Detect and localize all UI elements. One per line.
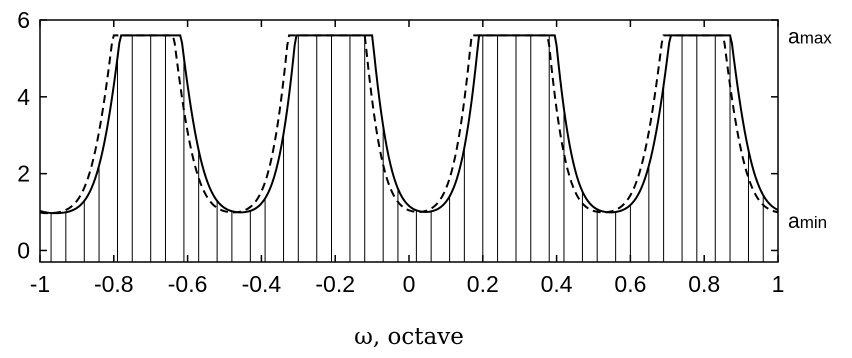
a-min-label: amin bbox=[788, 210, 827, 233]
y-tick-label: 4 bbox=[17, 84, 30, 110]
a-max-label: amax bbox=[788, 25, 832, 48]
x-tick-label: -0.8 bbox=[94, 271, 134, 297]
y-tick-label: 2 bbox=[17, 161, 30, 187]
stems bbox=[50, 35, 764, 262]
x-tick-label: 0 bbox=[403, 271, 416, 297]
x-tick-labels: -1 -0.8 -0.6 -0.4 -0.2 0 0.2 0.4 0.6 0.8… bbox=[30, 271, 785, 297]
x-axis-label: ω, octave bbox=[354, 324, 464, 350]
annotations: amax amin bbox=[788, 25, 832, 233]
dashed-curve bbox=[39, 34, 779, 215]
x-tick-label: 0.6 bbox=[614, 271, 646, 297]
y-tick-label: 6 bbox=[17, 7, 30, 33]
y-tick-label: 0 bbox=[17, 237, 30, 263]
x-tick-label: -0.6 bbox=[168, 271, 208, 297]
x-tick-label: 0.8 bbox=[688, 271, 720, 297]
y-tick-labels: 0 2 4 6 bbox=[17, 7, 30, 263]
x-tick-label: -0.4 bbox=[242, 271, 282, 297]
x-tick-label: 0.4 bbox=[541, 271, 573, 297]
x-tick-label: -1 bbox=[30, 271, 50, 297]
x-tick-label: 0.2 bbox=[467, 271, 499, 297]
x-tick-label: -0.2 bbox=[315, 271, 355, 297]
curves bbox=[39, 34, 779, 215]
ticks bbox=[39, 19, 779, 262]
x-tick-label: 1 bbox=[772, 271, 785, 297]
